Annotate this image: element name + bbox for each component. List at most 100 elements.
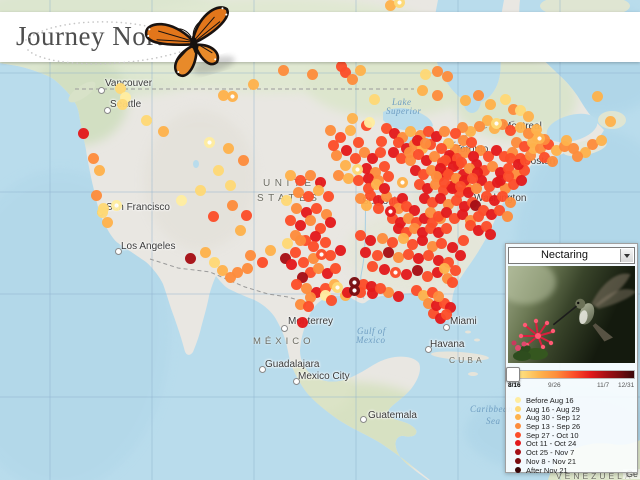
sighting-dot-ring[interactable] [393, 0, 405, 8]
sighting-dot[interactable] [244, 249, 256, 261]
sighting-dot[interactable] [442, 256, 454, 268]
sighting-dot[interactable] [435, 142, 447, 154]
sighting-dot[interactable] [490, 144, 502, 156]
sighting-dot[interactable] [567, 142, 579, 154]
sighting-dot[interactable] [392, 202, 404, 214]
sighting-dot[interactable] [217, 89, 229, 101]
sighting-dot[interactable] [488, 194, 500, 206]
sighting-dot[interactable] [410, 284, 422, 296]
sighting-dot[interactable] [550, 144, 562, 156]
sighting-dot[interactable] [455, 156, 467, 168]
sighting-dot[interactable] [494, 174, 506, 186]
sighting-dot[interactable] [484, 228, 496, 240]
sighting-dot[interactable] [296, 271, 308, 283]
sighting-dot[interactable] [319, 289, 331, 301]
sighting-dot[interactable] [571, 150, 583, 162]
sighting-dot[interactable] [256, 256, 268, 268]
sighting-dot[interactable] [319, 236, 331, 248]
sighting-dot[interactable] [496, 118, 508, 130]
sighting-dot[interactable] [486, 160, 498, 172]
sighting-dot[interactable] [496, 190, 508, 202]
sighting-dot[interactable] [395, 152, 407, 164]
sighting-dot[interactable] [374, 282, 386, 294]
sighting-dot[interactable] [312, 184, 324, 196]
sighting-dot[interactable] [449, 143, 461, 155]
sighting-dot[interactable] [362, 172, 374, 184]
sighting-dot[interactable] [504, 152, 516, 164]
sighting-dot-ring[interactable] [490, 117, 502, 129]
sighting-dot[interactable] [284, 214, 296, 226]
sighting-dot[interactable] [372, 202, 384, 214]
sighting-dot[interactable] [194, 184, 206, 196]
sighting-dot[interactable] [422, 297, 434, 309]
sighting-dot[interactable] [334, 131, 346, 143]
sighting-dot[interactable] [428, 150, 440, 162]
sighting-dot[interactable] [432, 290, 444, 302]
sighting-dot[interactable] [375, 135, 387, 147]
sighting-dot[interactable] [530, 123, 542, 135]
sighting-dot[interactable] [518, 140, 530, 152]
sighting-dot[interactable] [360, 162, 372, 174]
sighting-dot[interactable] [467, 150, 479, 162]
sighting-dot[interactable] [300, 206, 312, 218]
sighting-dot[interactable] [392, 251, 404, 263]
sighting-dot[interactable] [368, 93, 380, 105]
sighting-dot[interactable] [473, 120, 485, 132]
sighting-dot[interactable] [403, 146, 415, 158]
sighting-dot[interactable] [184, 252, 196, 264]
sighting-dot[interactable] [430, 130, 442, 142]
sighting-dot-ring[interactable] [315, 248, 327, 260]
sighting-dot[interactable] [354, 64, 366, 76]
sighting-dot[interactable] [430, 170, 442, 182]
sighting-dot[interactable] [294, 174, 306, 186]
sighting-dot[interactable] [339, 66, 351, 78]
sighting-dot-ring[interactable] [226, 90, 238, 102]
sighting-dot[interactable] [354, 229, 366, 241]
sighting-dot[interactable] [277, 64, 289, 76]
sighting-dot[interactable] [279, 252, 291, 264]
sighting-dot[interactable] [234, 224, 246, 236]
sighting-dot[interactable] [507, 178, 519, 190]
sighting-dot[interactable] [207, 210, 219, 222]
sighting-dot[interactable] [392, 136, 404, 148]
sighting-dot[interactable] [560, 134, 572, 146]
sighting-dot[interactable] [384, 0, 396, 11]
sighting-dot[interactable] [222, 142, 234, 154]
sighting-dot[interactable] [416, 226, 428, 238]
sighting-dot[interactable] [362, 182, 374, 194]
sighting-dot[interactable] [378, 263, 390, 275]
sighting-dot[interactable] [324, 124, 336, 136]
sighting-dot[interactable] [542, 138, 554, 150]
sighting-dot[interactable] [380, 190, 392, 202]
sighting-dot[interactable] [502, 170, 514, 182]
sighting-dot[interactable] [409, 164, 421, 176]
sighting-dot[interactable] [397, 232, 409, 244]
sighting-dot[interactable] [504, 196, 516, 208]
sighting-dot[interactable] [498, 150, 510, 162]
sighting-dot[interactable] [481, 114, 493, 126]
sighting-dot[interactable] [300, 282, 312, 294]
sighting-dot[interactable] [322, 190, 334, 202]
map-layer-select[interactable]: Nectaring [508, 247, 635, 264]
sighting-dot[interactable] [412, 148, 424, 160]
sighting-dot[interactable] [443, 149, 455, 161]
sighting-dot[interactable] [426, 240, 438, 252]
sighting-dot[interactable] [378, 182, 390, 194]
sighting-dot[interactable] [321, 267, 333, 279]
sighting-dot[interactable] [510, 168, 522, 180]
sighting-dot[interactable] [434, 312, 446, 324]
sighting-dot[interactable] [515, 174, 527, 186]
sighting-dot[interactable] [472, 224, 484, 236]
sighting-dot[interactable] [519, 154, 531, 166]
sighting-dot[interactable] [294, 219, 306, 231]
sighting-dot[interactable] [446, 241, 458, 253]
sighting-dot-ring[interactable] [331, 281, 343, 293]
sighting-dot[interactable] [480, 220, 492, 232]
sighting-dot[interactable] [447, 160, 459, 172]
sighting-dot[interactable] [448, 212, 460, 224]
sighting-dot[interactable] [475, 174, 487, 186]
sighting-dot[interactable] [396, 192, 408, 204]
sighting-dot[interactable] [240, 209, 252, 221]
sighting-dot[interactable] [534, 142, 546, 154]
sighting-dot[interactable] [595, 134, 607, 146]
